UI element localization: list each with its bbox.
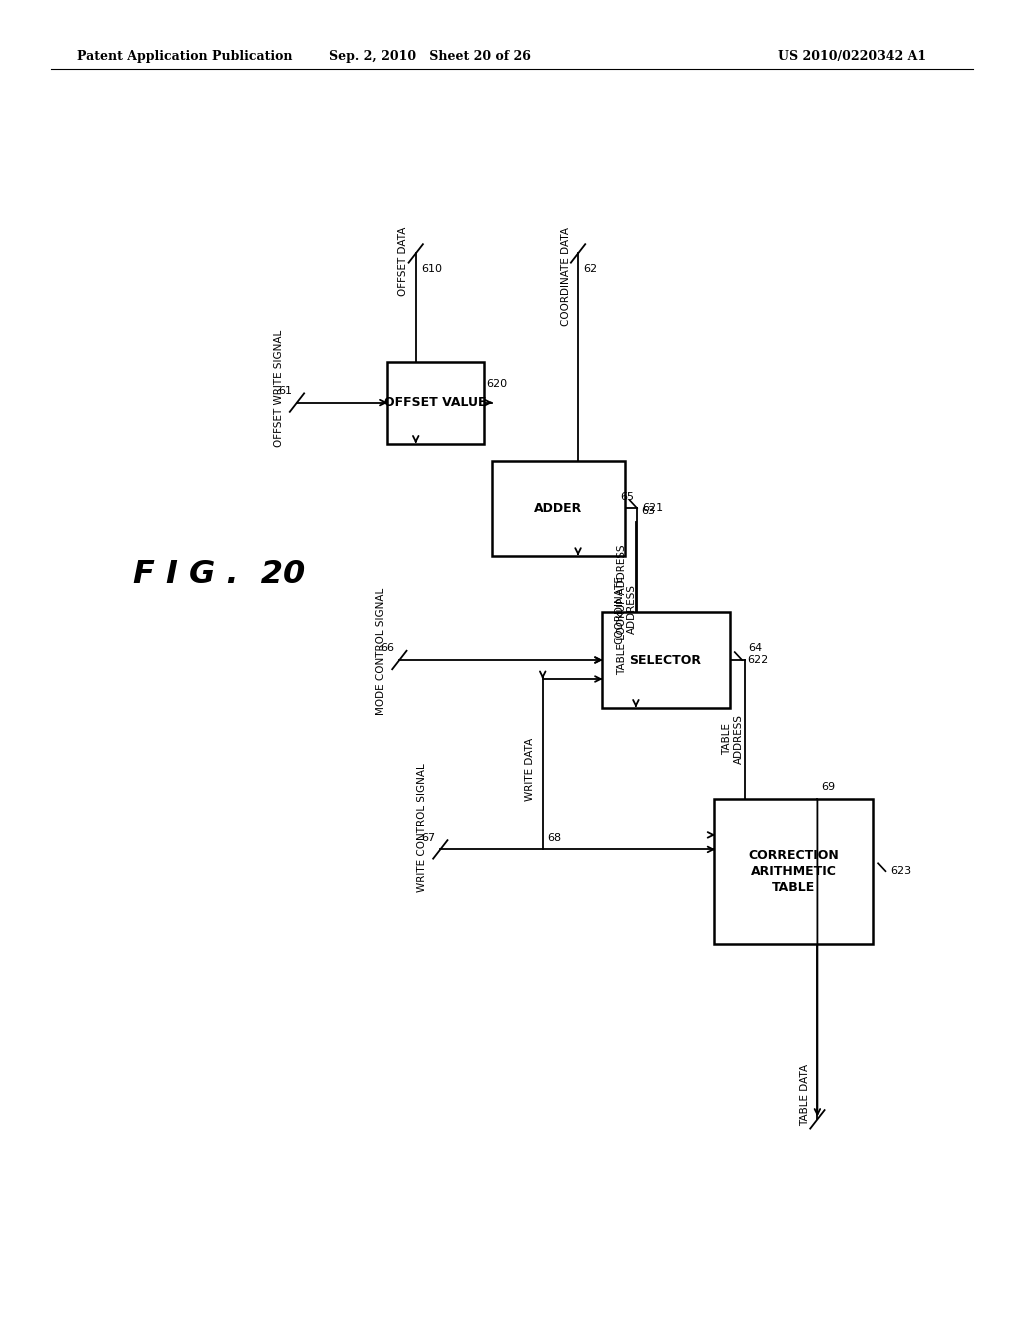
Text: 64: 64	[748, 643, 762, 653]
Bar	[387, 362, 484, 444]
Text: CORRECTION
ARITHMETIC
TABLE: CORRECTION ARITHMETIC TABLE	[749, 849, 839, 894]
Text: MODE CONTROL SIGNAL: MODE CONTROL SIGNAL	[376, 587, 386, 714]
Text: TABLE LOOKUP ADDRESS: TABLE LOOKUP ADDRESS	[616, 544, 627, 675]
Text: 68: 68	[547, 833, 561, 842]
Text: 66: 66	[380, 643, 394, 653]
Text: 623: 623	[891, 866, 911, 876]
Text: ADDER: ADDER	[534, 502, 583, 515]
Text: 69: 69	[821, 781, 836, 792]
Text: OFFSET WRITE SIGNAL: OFFSET WRITE SIGNAL	[273, 330, 284, 447]
Text: F I G .  20: F I G . 20	[133, 558, 305, 590]
Text: US 2010/0220342 A1: US 2010/0220342 A1	[778, 50, 927, 63]
Text: 63: 63	[641, 506, 655, 516]
Text: 620: 620	[485, 379, 507, 389]
Text: TABLE
ADDRESS: TABLE ADDRESS	[722, 714, 743, 764]
Text: 622: 622	[748, 655, 768, 665]
Text: 621: 621	[642, 503, 664, 513]
Text: 65: 65	[620, 491, 634, 502]
Text: Patent Application Publication: Patent Application Publication	[77, 50, 292, 63]
Text: OFFSET DATA: OFFSET DATA	[398, 227, 409, 297]
Text: WRITE CONTROL SIGNAL: WRITE CONTROL SIGNAL	[417, 763, 427, 892]
Text: 610: 610	[421, 264, 442, 275]
Bar	[492, 461, 625, 556]
Text: OFFSET VALUE: OFFSET VALUE	[384, 396, 486, 409]
Text: 61: 61	[278, 385, 292, 396]
Text: COORDINATE
ADDRESS: COORDINATE ADDRESS	[614, 576, 637, 644]
Text: 62: 62	[584, 264, 597, 275]
Text: COORDINATE DATA: COORDINATE DATA	[561, 227, 570, 326]
Text: TABLE DATA: TABLE DATA	[800, 1064, 810, 1126]
Text: WRITE DATA: WRITE DATA	[525, 738, 536, 801]
Bar	[602, 612, 729, 708]
Text: SELECTOR: SELECTOR	[630, 653, 701, 667]
Text: 67: 67	[421, 833, 435, 842]
Text: Sep. 2, 2010   Sheet 20 of 26: Sep. 2, 2010 Sheet 20 of 26	[329, 50, 531, 63]
Bar	[715, 799, 872, 944]
